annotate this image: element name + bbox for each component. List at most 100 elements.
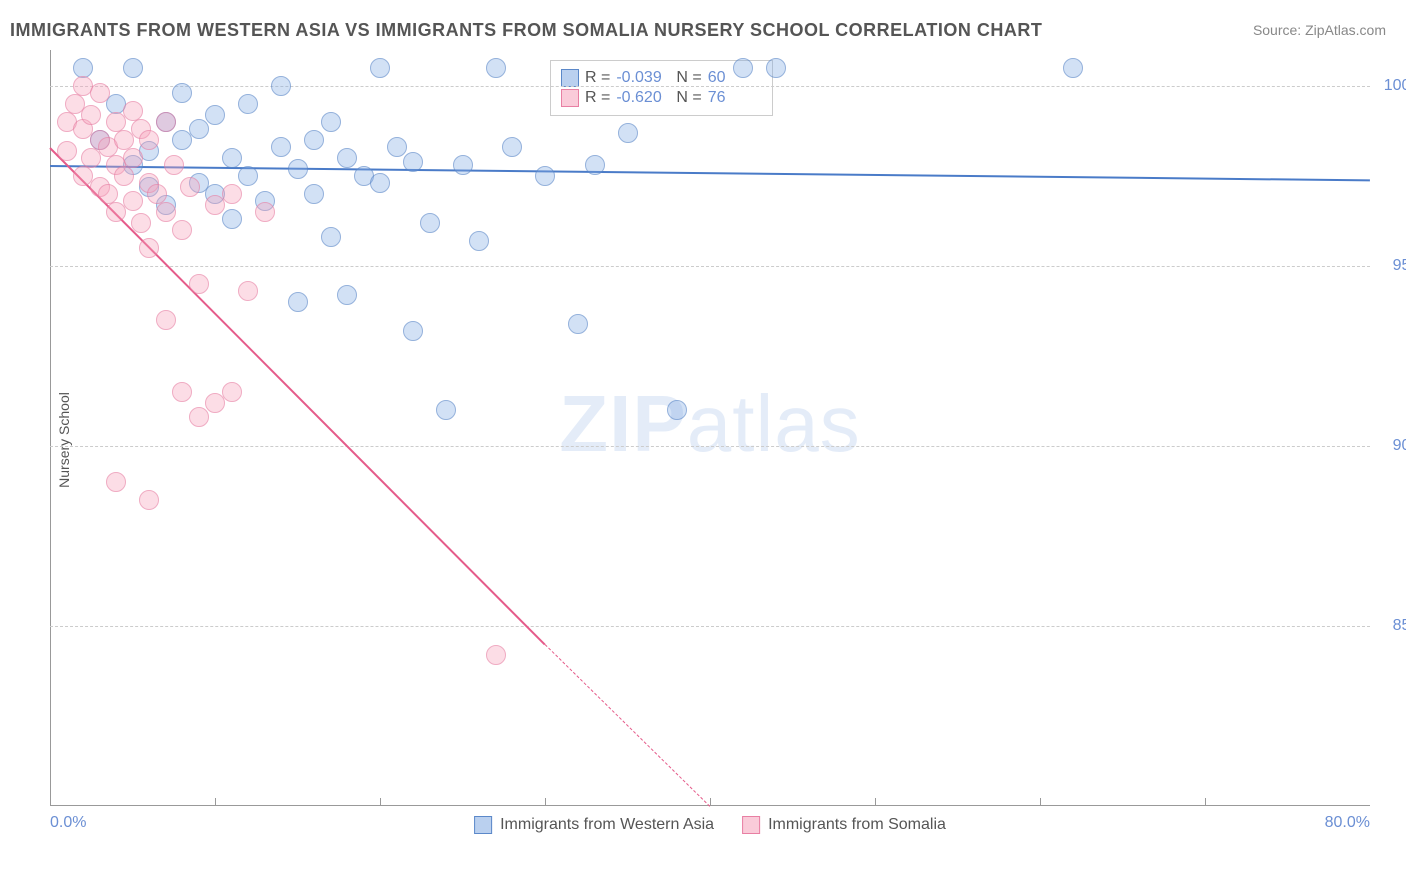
- data-point: [304, 130, 324, 150]
- n-value-pink: 76: [708, 89, 762, 107]
- legend-item-pink: Immigrants from Somalia: [742, 816, 946, 834]
- data-point: [172, 220, 192, 240]
- regression-line: [49, 147, 545, 645]
- x-minor-tick: [1040, 798, 1041, 806]
- data-point: [73, 58, 93, 78]
- x-minor-tick: [710, 798, 711, 806]
- grid-line-horizontal: [50, 266, 1370, 267]
- y-tick-label: 95.0%: [1393, 257, 1406, 275]
- x-tick-label: 80.0%: [1325, 814, 1370, 832]
- data-point: [403, 152, 423, 172]
- data-point: [106, 472, 126, 492]
- data-point: [568, 314, 588, 334]
- r-label: R =: [585, 69, 610, 87]
- data-point: [238, 94, 258, 114]
- watermark: ZIPatlas: [559, 378, 860, 470]
- data-point: [90, 83, 110, 103]
- data-point: [486, 645, 506, 665]
- data-point: [131, 213, 151, 233]
- data-point: [123, 58, 143, 78]
- data-point: [321, 112, 341, 132]
- watermark-atlas: atlas: [687, 379, 861, 468]
- data-point: [156, 310, 176, 330]
- data-point: [288, 292, 308, 312]
- data-point: [535, 166, 555, 186]
- data-point: [57, 141, 77, 161]
- data-point: [123, 148, 143, 168]
- data-point: [238, 281, 258, 301]
- data-point: [618, 123, 638, 143]
- data-point: [766, 58, 786, 78]
- x-minor-tick: [380, 798, 381, 806]
- y-tick-label: 100.0%: [1384, 77, 1406, 95]
- regression-line-dashed: [545, 644, 711, 807]
- data-point: [370, 58, 390, 78]
- data-point: [1063, 58, 1083, 78]
- data-point: [189, 407, 209, 427]
- chart-title: IMMIGRANTS FROM WESTERN ASIA VS IMMIGRAN…: [10, 20, 1042, 41]
- data-point: [420, 213, 440, 233]
- data-point: [453, 155, 473, 175]
- data-point: [436, 400, 456, 420]
- x-minor-tick: [1205, 798, 1206, 806]
- data-point: [469, 231, 489, 251]
- data-point: [189, 274, 209, 294]
- data-point: [139, 238, 159, 258]
- data-point: [205, 105, 225, 125]
- grid-line-horizontal: [50, 626, 1370, 627]
- x-minor-tick: [545, 798, 546, 806]
- data-point: [156, 202, 176, 222]
- legend-label-pink: Immigrants from Somalia: [768, 816, 946, 834]
- data-point: [222, 184, 242, 204]
- y-tick-label: 90.0%: [1393, 437, 1406, 455]
- grid-line-horizontal: [50, 86, 1370, 87]
- data-point: [123, 191, 143, 211]
- data-point: [403, 321, 423, 341]
- watermark-zip: ZIP: [559, 379, 686, 468]
- data-point: [337, 148, 357, 168]
- stats-row-blue: R = -0.039 N = 60: [561, 69, 762, 87]
- data-point: [172, 83, 192, 103]
- stats-row-pink: R = -0.620 N = 76: [561, 89, 762, 107]
- n-label: N =: [676, 69, 701, 87]
- data-point: [222, 209, 242, 229]
- data-point: [222, 382, 242, 402]
- legend-item-blue: Immigrants from Western Asia: [474, 816, 714, 834]
- y-axis-line: [50, 50, 51, 806]
- r-value-pink: -0.620: [616, 89, 670, 107]
- data-point: [222, 148, 242, 168]
- r-value-blue: -0.039: [616, 69, 670, 87]
- data-point: [114, 166, 134, 186]
- source-attribution: Source: ZipAtlas.com: [1253, 22, 1386, 38]
- data-point: [156, 112, 176, 132]
- data-point: [502, 137, 522, 157]
- data-point: [585, 155, 605, 175]
- data-point: [81, 105, 101, 125]
- plot-area: ZIPatlas R = -0.039 N = 60 R = -0.620 N …: [50, 50, 1370, 830]
- data-point: [164, 155, 184, 175]
- x-minor-tick: [215, 798, 216, 806]
- data-point: [387, 137, 407, 157]
- swatch-pink-icon: [742, 816, 760, 834]
- data-point: [238, 166, 258, 186]
- data-point: [189, 119, 209, 139]
- data-point: [255, 202, 275, 222]
- data-point: [667, 400, 687, 420]
- grid-line-horizontal: [50, 446, 1370, 447]
- data-point: [139, 490, 159, 510]
- x-tick-label: 0.0%: [50, 814, 86, 832]
- data-point: [147, 184, 167, 204]
- x-minor-tick: [875, 798, 876, 806]
- n-label: N =: [676, 89, 701, 107]
- data-point: [123, 101, 143, 121]
- data-point: [271, 137, 291, 157]
- data-point: [271, 76, 291, 96]
- y-tick-label: 85.0%: [1393, 617, 1406, 635]
- scatter-chart: Nursery School ZIPatlas R = -0.039 N = 6…: [50, 50, 1370, 830]
- data-point: [98, 184, 118, 204]
- data-point: [486, 58, 506, 78]
- data-point: [180, 177, 200, 197]
- swatch-pink-icon: [561, 89, 579, 107]
- legend-label-blue: Immigrants from Western Asia: [500, 816, 714, 834]
- swatch-blue-icon: [561, 69, 579, 87]
